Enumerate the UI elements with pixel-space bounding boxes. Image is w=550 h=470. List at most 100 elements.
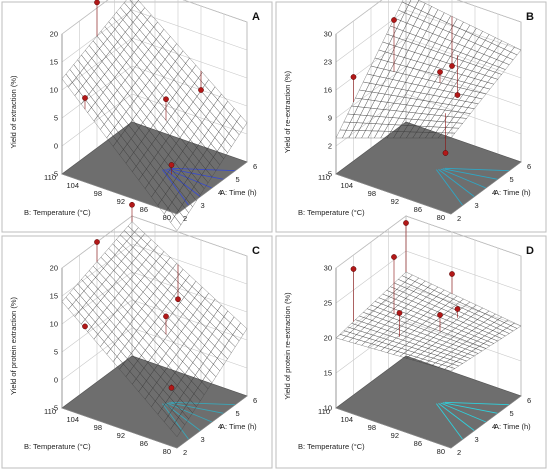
design-points <box>82 201 181 391</box>
floor-contour <box>170 401 236 406</box>
y-axis-title: B: Temperature (°C) <box>298 208 365 217</box>
x-tick-label: 6 <box>253 396 257 405</box>
y-tick-label: 86 <box>140 439 148 448</box>
y-tick-label: 86 <box>140 205 148 214</box>
design-point <box>403 220 409 226</box>
x-tick-label: 4 <box>492 422 496 431</box>
floor-contour <box>444 401 510 406</box>
y-axis-title: B: Temperature (°C) <box>24 442 91 451</box>
z-tick-label: 5 <box>54 348 58 357</box>
design-points <box>82 0 204 175</box>
z-axis-title: Yield of protein re-extraction (%) <box>283 292 292 400</box>
y-tick-label: 104 <box>66 181 79 190</box>
z-tick-label: 23 <box>324 58 332 67</box>
design-point <box>454 306 461 312</box>
floor-contour <box>438 168 475 198</box>
response-surface <box>335 271 522 372</box>
x-tick-label: 5 <box>510 175 514 184</box>
y-tick-label: 86 <box>414 439 422 448</box>
y-tick-label: 92 <box>391 197 399 206</box>
x-tick-label: 3 <box>201 201 205 210</box>
y-tick-label: 80 <box>163 213 171 222</box>
floor-contour <box>166 168 213 189</box>
design-point <box>396 310 403 316</box>
y-tick-label: 80 <box>163 447 171 456</box>
design-point <box>442 150 449 156</box>
y-tick-label: 92 <box>117 197 125 206</box>
design-point <box>449 63 455 69</box>
z-axis-title: Yield of extraction (%) <box>9 75 18 149</box>
box-edge <box>450 161 522 215</box>
floor-contour <box>444 167 510 172</box>
surface-cell <box>170 216 182 232</box>
y-tick-label: 104 <box>340 415 353 424</box>
design-point <box>350 266 357 272</box>
floor-contour <box>440 402 487 423</box>
y-tick-label: 98 <box>368 423 376 432</box>
y-tick-label: 110 <box>44 173 56 182</box>
x-tick-label: 5 <box>510 409 514 418</box>
floor-contour <box>166 402 213 423</box>
floor-contour <box>168 168 224 180</box>
panel-letter: B <box>526 11 534 23</box>
x-tick-label: 6 <box>527 396 531 405</box>
x-tick-label: 5 <box>236 409 240 418</box>
design-point <box>198 87 204 93</box>
y-tick-label: 92 <box>117 431 125 440</box>
design-point <box>163 313 169 320</box>
design-points <box>350 16 461 156</box>
box-edge <box>335 173 452 215</box>
panel-A: 20 15 10 5 0 -5 80 86 92 98 104 110 2 3 4 5 6 Yield of ex… <box>1 0 273 233</box>
design-point <box>449 271 455 277</box>
z-tick-label: 15 <box>50 292 58 301</box>
z-tick-label: -5 <box>51 404 58 413</box>
x-axis-title: A: Time (h) <box>220 188 257 197</box>
floor-contour <box>442 402 498 414</box>
floor-contour <box>438 402 475 432</box>
z-tick-label: 25 <box>324 299 332 308</box>
z-tick-label: -5 <box>325 170 332 179</box>
box-edge <box>176 395 248 449</box>
y-tick-label: 86 <box>414 205 422 214</box>
floor-contour <box>436 169 464 206</box>
x-axis-title: A: Time (h) <box>220 422 257 431</box>
x-tick-label: 3 <box>475 201 479 210</box>
z-tick-label: 20 <box>50 30 58 39</box>
panel-letter: A <box>252 11 260 23</box>
x-tick-label: 2 <box>183 448 187 457</box>
y-tick-label: 98 <box>94 423 102 432</box>
response-surface <box>61 221 248 438</box>
floor-contour <box>436 403 464 440</box>
x-tick-label: 2 <box>457 214 461 223</box>
z-tick-label: 10 <box>324 404 332 413</box>
x-tick-label: 5 <box>236 175 240 184</box>
y-tick-label: 98 <box>368 189 376 198</box>
z-tick-label: 10 <box>50 86 58 95</box>
box-edge <box>61 173 178 215</box>
design-point <box>168 162 175 168</box>
design-point <box>168 384 175 391</box>
design-point <box>129 201 135 208</box>
z-tick-label: 20 <box>50 264 58 273</box>
floor-contour <box>440 168 487 189</box>
floor-contour <box>164 402 201 432</box>
design-point <box>94 239 100 245</box>
x-tick-label: 6 <box>253 162 257 171</box>
panel-letter: C <box>252 245 260 257</box>
x-tick-label: 2 <box>457 448 461 457</box>
wall-grid-line <box>335 0 522 35</box>
z-tick-label: 30 <box>324 264 332 273</box>
y-tick-label: 110 <box>318 173 330 182</box>
y-tick-label: 110 <box>44 407 56 416</box>
y-tick-label: 104 <box>340 181 353 190</box>
design-point <box>82 323 88 330</box>
design-point <box>350 74 357 80</box>
y-tick-label: 80 <box>437 447 445 456</box>
x-tick-label: 2 <box>183 214 187 223</box>
response-surface <box>61 0 248 232</box>
floor-contour <box>168 402 224 414</box>
y-tick-label: 110 <box>318 407 330 416</box>
surface-cell <box>444 132 456 139</box>
